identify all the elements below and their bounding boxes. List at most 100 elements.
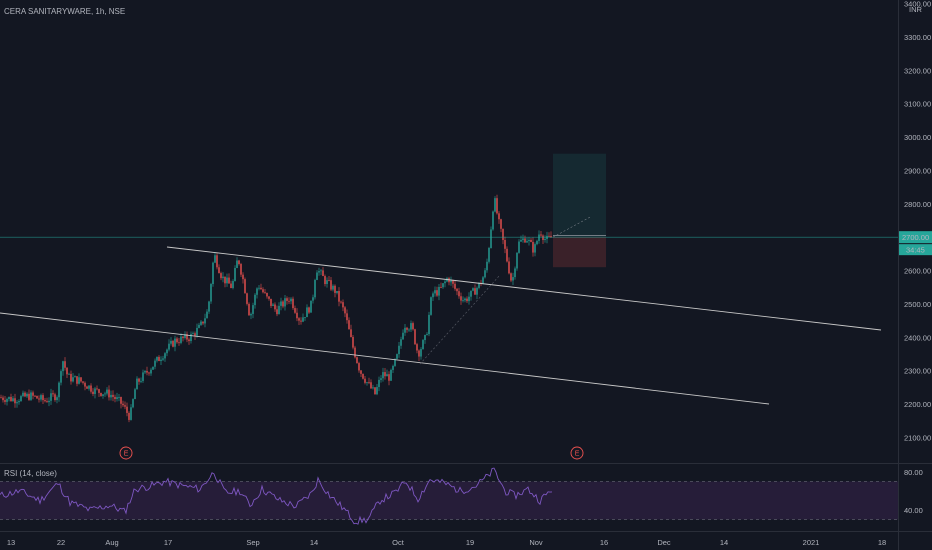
rsi-pane[interactable] <box>0 467 898 525</box>
candle-body <box>518 241 520 253</box>
candle-body <box>510 273 512 281</box>
candle-body <box>458 291 460 297</box>
candle-body <box>526 241 528 243</box>
candle-body <box>214 255 216 263</box>
candle-body <box>206 311 208 319</box>
candle-body <box>60 371 62 383</box>
candle-body <box>376 387 378 395</box>
candle-body <box>422 340 424 350</box>
candle-body <box>90 385 92 392</box>
candle-body <box>258 287 260 289</box>
candle-body <box>42 395 44 401</box>
candle-body <box>250 313 252 316</box>
candle-body <box>244 279 246 294</box>
long-position-stop-zone[interactable] <box>553 237 606 268</box>
candle-body <box>456 288 458 292</box>
candle-body <box>2 397 4 401</box>
candle-body <box>406 327 408 330</box>
candle-body <box>540 234 542 236</box>
price-tick-label: 2400.00 <box>904 333 931 342</box>
candle-body <box>470 290 472 297</box>
currency-label: INR <box>909 5 923 14</box>
candle-body <box>416 344 418 351</box>
candle-body <box>452 280 454 284</box>
drawings-layer[interactable] <box>0 153 898 405</box>
candle-body <box>318 271 320 273</box>
candle-body <box>298 318 300 321</box>
candle-body <box>302 317 304 322</box>
candle-body <box>182 336 184 339</box>
candle-body <box>260 287 262 290</box>
candle-body <box>184 334 186 339</box>
candle-body <box>236 260 238 269</box>
candle-body <box>508 261 510 274</box>
candle-body <box>194 333 196 336</box>
candle-body <box>436 290 438 296</box>
candle-body <box>270 298 272 306</box>
price-pane[interactable] <box>0 194 552 423</box>
candle-body <box>334 285 336 293</box>
candle-body <box>128 412 130 420</box>
rsi-legend[interactable]: RSI (14, close) <box>4 469 57 478</box>
symbol-title[interactable]: CERA SANITARYWARE, 1h, NSE <box>4 7 125 16</box>
candle-body <box>136 378 138 390</box>
candle-body <box>140 380 142 382</box>
candle-body <box>392 365 394 370</box>
candle-body <box>462 300 464 302</box>
candle-body <box>4 400 6 402</box>
candle-body <box>450 280 452 283</box>
candle-body <box>378 379 380 388</box>
candle-body <box>354 347 356 358</box>
earnings-marker[interactable] <box>119 446 133 460</box>
candle-body <box>538 234 540 241</box>
candle-body <box>358 363 360 371</box>
candle-body <box>234 268 236 282</box>
candle-body <box>110 394 112 398</box>
candle-body <box>48 400 50 403</box>
candle-body <box>336 291 338 293</box>
lower-trendline[interactable] <box>0 312 770 405</box>
time-tick-label: 18 <box>878 538 886 547</box>
candle-body <box>40 395 42 400</box>
candle-body <box>54 394 56 401</box>
earnings-marker[interactable] <box>570 446 584 460</box>
candle-body <box>176 338 178 343</box>
candle-body <box>400 339 402 346</box>
candle-body <box>418 350 420 357</box>
candle-body <box>76 376 78 384</box>
candle-body <box>324 276 326 285</box>
candle-body <box>218 267 220 274</box>
candle-body <box>524 238 526 243</box>
candle-body <box>286 298 288 301</box>
candle-body <box>120 396 122 404</box>
candle-body <box>484 270 486 278</box>
candle-body <box>14 398 16 404</box>
price-tick-label: 3100.00 <box>904 100 931 109</box>
candle-body <box>186 334 188 340</box>
candle-body <box>152 366 154 370</box>
candle-body <box>308 307 310 313</box>
long-position-target-zone[interactable] <box>553 153 606 238</box>
rsi-band-fill <box>0 481 898 520</box>
candle-body <box>112 394 114 397</box>
candle-body <box>240 264 242 275</box>
candle-body <box>238 260 240 265</box>
candle-body <box>98 389 100 393</box>
candle-body <box>374 387 376 395</box>
candle-body <box>52 393 54 395</box>
candle-body <box>534 244 536 253</box>
candle-body <box>118 396 120 398</box>
candle-body <box>476 287 478 295</box>
candle-body <box>88 385 90 389</box>
candle-body <box>68 373 70 375</box>
candle-body <box>12 398 14 402</box>
candle-body <box>16 402 18 404</box>
candle-body <box>288 300 290 302</box>
time-tick-label: 16 <box>600 538 608 547</box>
candle-body <box>50 393 52 401</box>
candle-body <box>124 405 126 407</box>
candle-body <box>282 301 284 307</box>
upper-trendline[interactable] <box>166 246 882 331</box>
candle-body <box>202 321 204 324</box>
